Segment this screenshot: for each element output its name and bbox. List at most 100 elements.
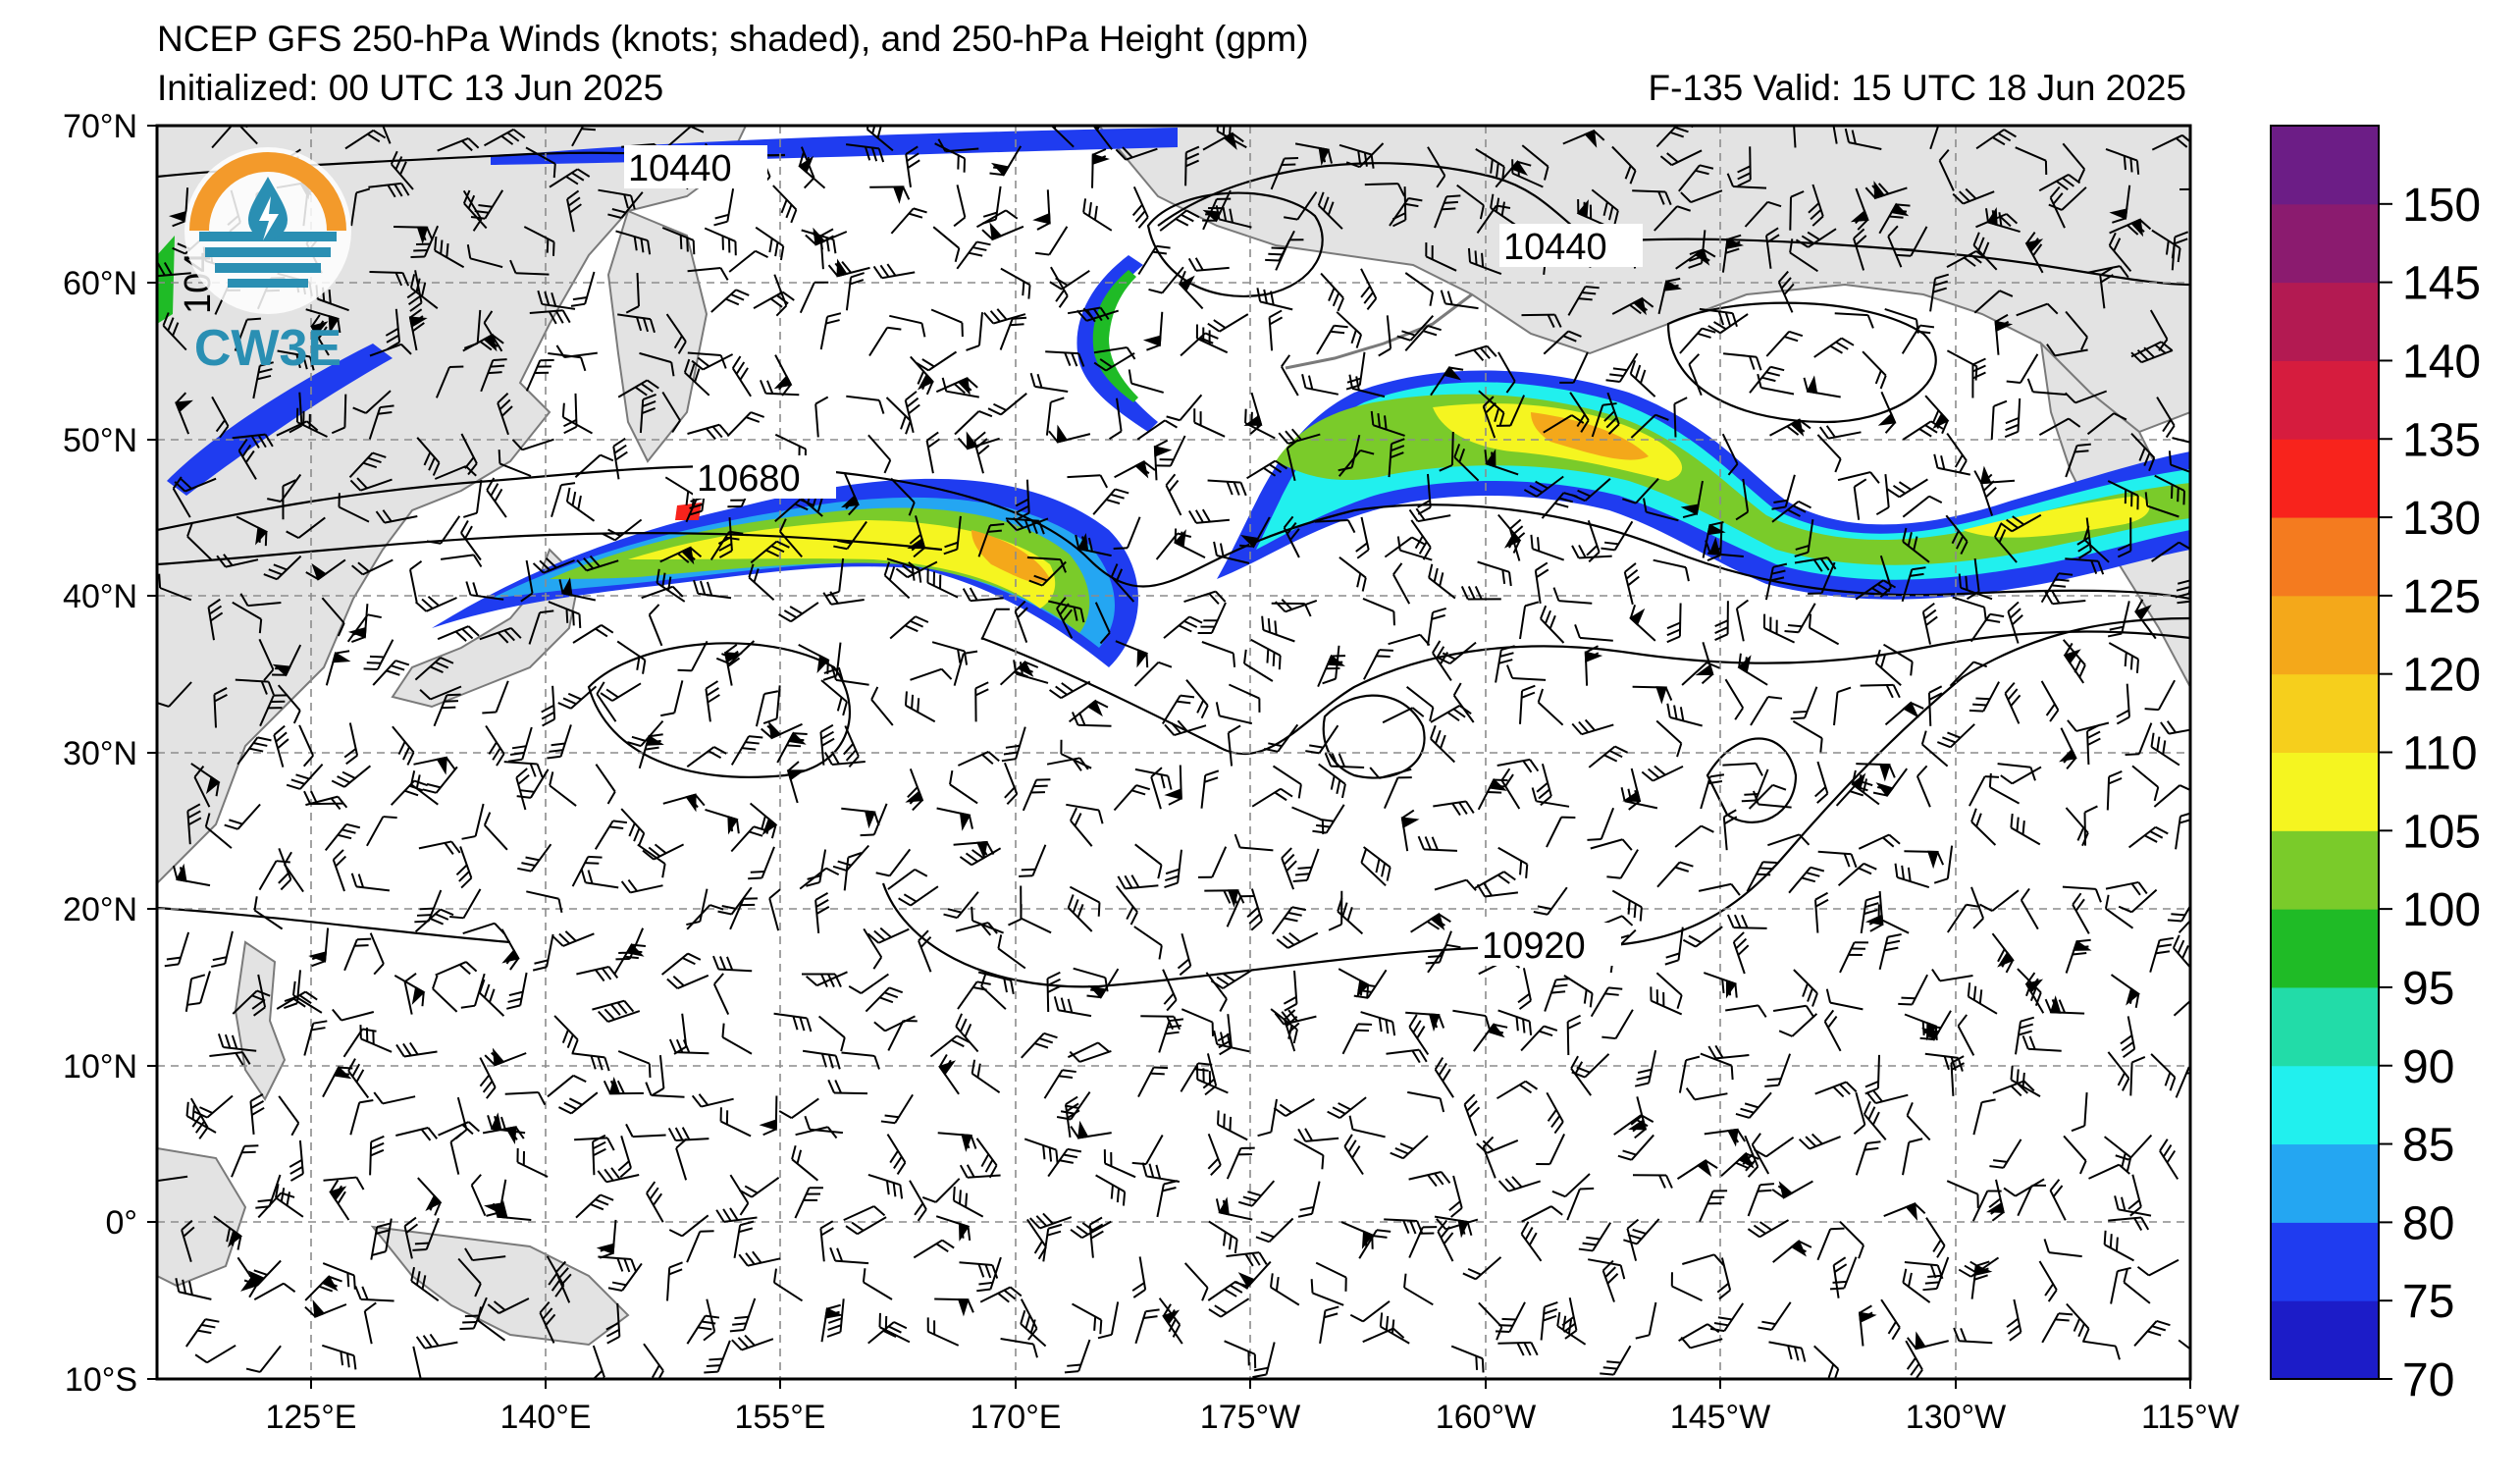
wind-barb — [286, 764, 324, 790]
wind-barb — [1682, 926, 1723, 948]
wind-barb — [1312, 804, 1345, 834]
wind-barb — [1813, 337, 1855, 358]
wind-barb — [395, 1127, 439, 1141]
wind-barb — [1137, 1066, 1169, 1098]
wind-barb — [675, 1138, 688, 1181]
wind-barb — [1816, 1227, 1845, 1261]
wind-barb — [1128, 369, 1164, 394]
wind-barb — [1879, 555, 1892, 598]
wind-barb — [2024, 972, 2045, 1014]
wind-barb — [1590, 986, 1623, 1018]
wind-barb — [1396, 536, 1433, 561]
wind-barb — [597, 1167, 640, 1184]
wind-barb — [691, 353, 734, 371]
wind-barb — [408, 308, 428, 351]
wind-barb — [1973, 465, 2016, 485]
wind-barb — [605, 1302, 621, 1345]
wind-barb — [1655, 719, 1683, 758]
wind-barb — [2173, 992, 2190, 1017]
wind-barb — [773, 354, 793, 397]
wind-barb — [1654, 205, 1691, 232]
wind-barb — [2175, 1065, 2190, 1098]
wind-barb — [887, 1019, 918, 1051]
wind-barb — [1047, 1147, 1082, 1178]
wind-barb — [1215, 1196, 1253, 1221]
wind-barb — [1496, 1301, 1526, 1333]
wind-barb — [916, 350, 958, 372]
wind-barb — [1115, 146, 1158, 161]
wind-barb — [2125, 722, 2153, 757]
wind-barb — [957, 431, 1000, 450]
wind-barb — [886, 1134, 907, 1175]
wind-barb — [1546, 1091, 1564, 1135]
wind-barb — [687, 423, 730, 441]
wind-barb — [291, 980, 323, 1014]
wind-barb — [868, 326, 902, 357]
wind-barb — [403, 1216, 419, 1259]
wind-barb — [1200, 769, 1220, 809]
wind-barb — [791, 1145, 819, 1182]
wind-barb — [1887, 225, 1903, 268]
wind-barb — [905, 145, 920, 187]
wind-barb — [667, 1127, 709, 1142]
wind-barb — [1860, 683, 1901, 699]
wind-barb — [350, 187, 371, 227]
wind-barb — [410, 225, 440, 258]
wind-barb — [506, 972, 528, 1010]
wind-barb — [2196, 1133, 2235, 1146]
contour-10800 — [980, 630, 2190, 756]
wind-barb — [843, 725, 860, 768]
wind-barb — [2194, 625, 2234, 656]
wind-barb — [1273, 1098, 1315, 1117]
wind-barb — [1764, 1053, 1792, 1087]
wind-barb — [827, 1079, 868, 1095]
colorbar-label: 145 — [2402, 258, 2481, 310]
wind-barb — [715, 1207, 758, 1223]
lat-label-50n: 50°N — [63, 422, 137, 459]
wind-barb — [974, 681, 989, 722]
wind-barb — [987, 393, 1027, 416]
wind-barb — [1566, 1187, 1595, 1221]
wind-barb — [956, 240, 991, 270]
wind-barb — [1605, 352, 1639, 384]
contour-label-10680: 10680 — [697, 458, 801, 500]
wind-barb — [1162, 1303, 1183, 1345]
wind-barb — [464, 1247, 506, 1262]
colorbar-label: 90 — [2402, 1041, 2454, 1093]
wind-barb — [414, 889, 443, 924]
wind-barb — [980, 608, 1010, 641]
wind-barb — [930, 308, 964, 338]
wind-barb — [403, 972, 417, 1015]
wind-barb — [1363, 649, 1393, 680]
wind-barb — [517, 843, 552, 873]
wind-barb — [846, 395, 885, 414]
contour-10440-c — [1628, 238, 2190, 287]
wind-barb — [1969, 612, 2005, 643]
wind-barb — [1297, 1128, 1339, 1142]
wind-barb — [2088, 1163, 2130, 1180]
wind-barb — [1904, 850, 1945, 870]
lon-label-140e: 140°E — [499, 1399, 591, 1436]
wind-barb — [276, 990, 318, 1010]
wind-barb — [1751, 1133, 1770, 1175]
wind-barb — [729, 897, 758, 930]
wind-barb — [738, 1250, 781, 1267]
wind-barb — [1134, 843, 1163, 879]
wind-barb — [419, 685, 462, 701]
wind-barb — [258, 860, 290, 891]
wind-barb — [883, 561, 911, 600]
wind-barb — [1927, 685, 1943, 726]
wind-barb — [1707, 313, 1749, 335]
wind-barb — [457, 1257, 482, 1298]
wind-barb — [1094, 602, 1111, 645]
wind-barb — [1850, 187, 1869, 231]
wind-barb — [368, 404, 394, 440]
wind-barb — [303, 1020, 328, 1056]
wind-barb — [1369, 767, 1412, 779]
wind-barb — [1675, 247, 1716, 270]
wind-barb — [1765, 330, 1804, 357]
wind-barb — [1250, 638, 1282, 670]
wind-barb — [370, 1222, 392, 1260]
wind-barb — [869, 185, 911, 204]
wind-barb — [2151, 133, 2190, 151]
